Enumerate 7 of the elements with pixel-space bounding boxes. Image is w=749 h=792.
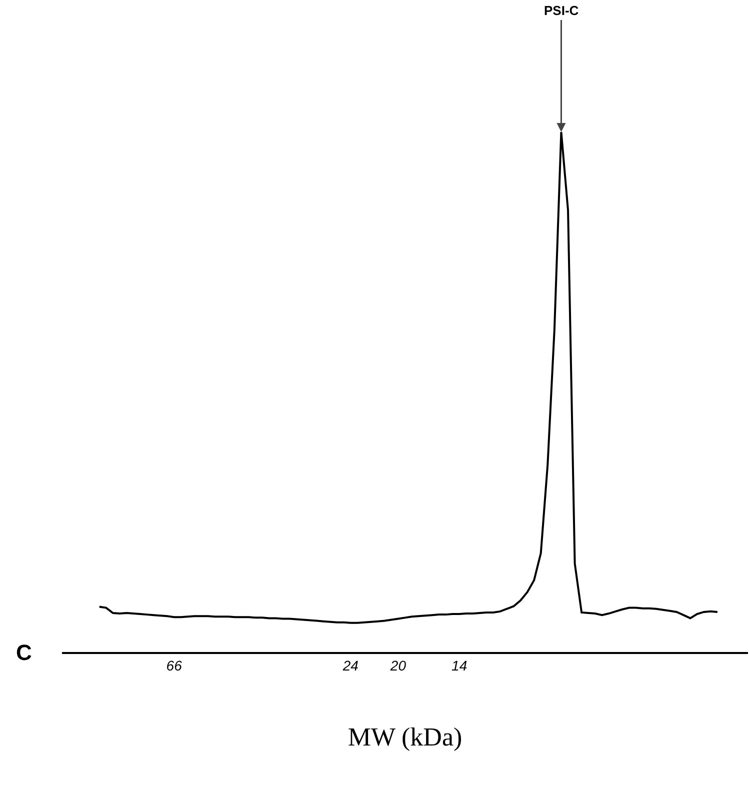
x-tick-label: 20	[389, 658, 406, 674]
x-tick-label: 14	[452, 658, 468, 674]
x-tick-label: 24	[342, 658, 359, 674]
x-tick-label: 66	[166, 658, 182, 674]
x-axis-title: MW (kDa)	[348, 722, 462, 752]
text: C	[16, 640, 32, 665]
annotation: PSI-C	[544, 3, 580, 18]
